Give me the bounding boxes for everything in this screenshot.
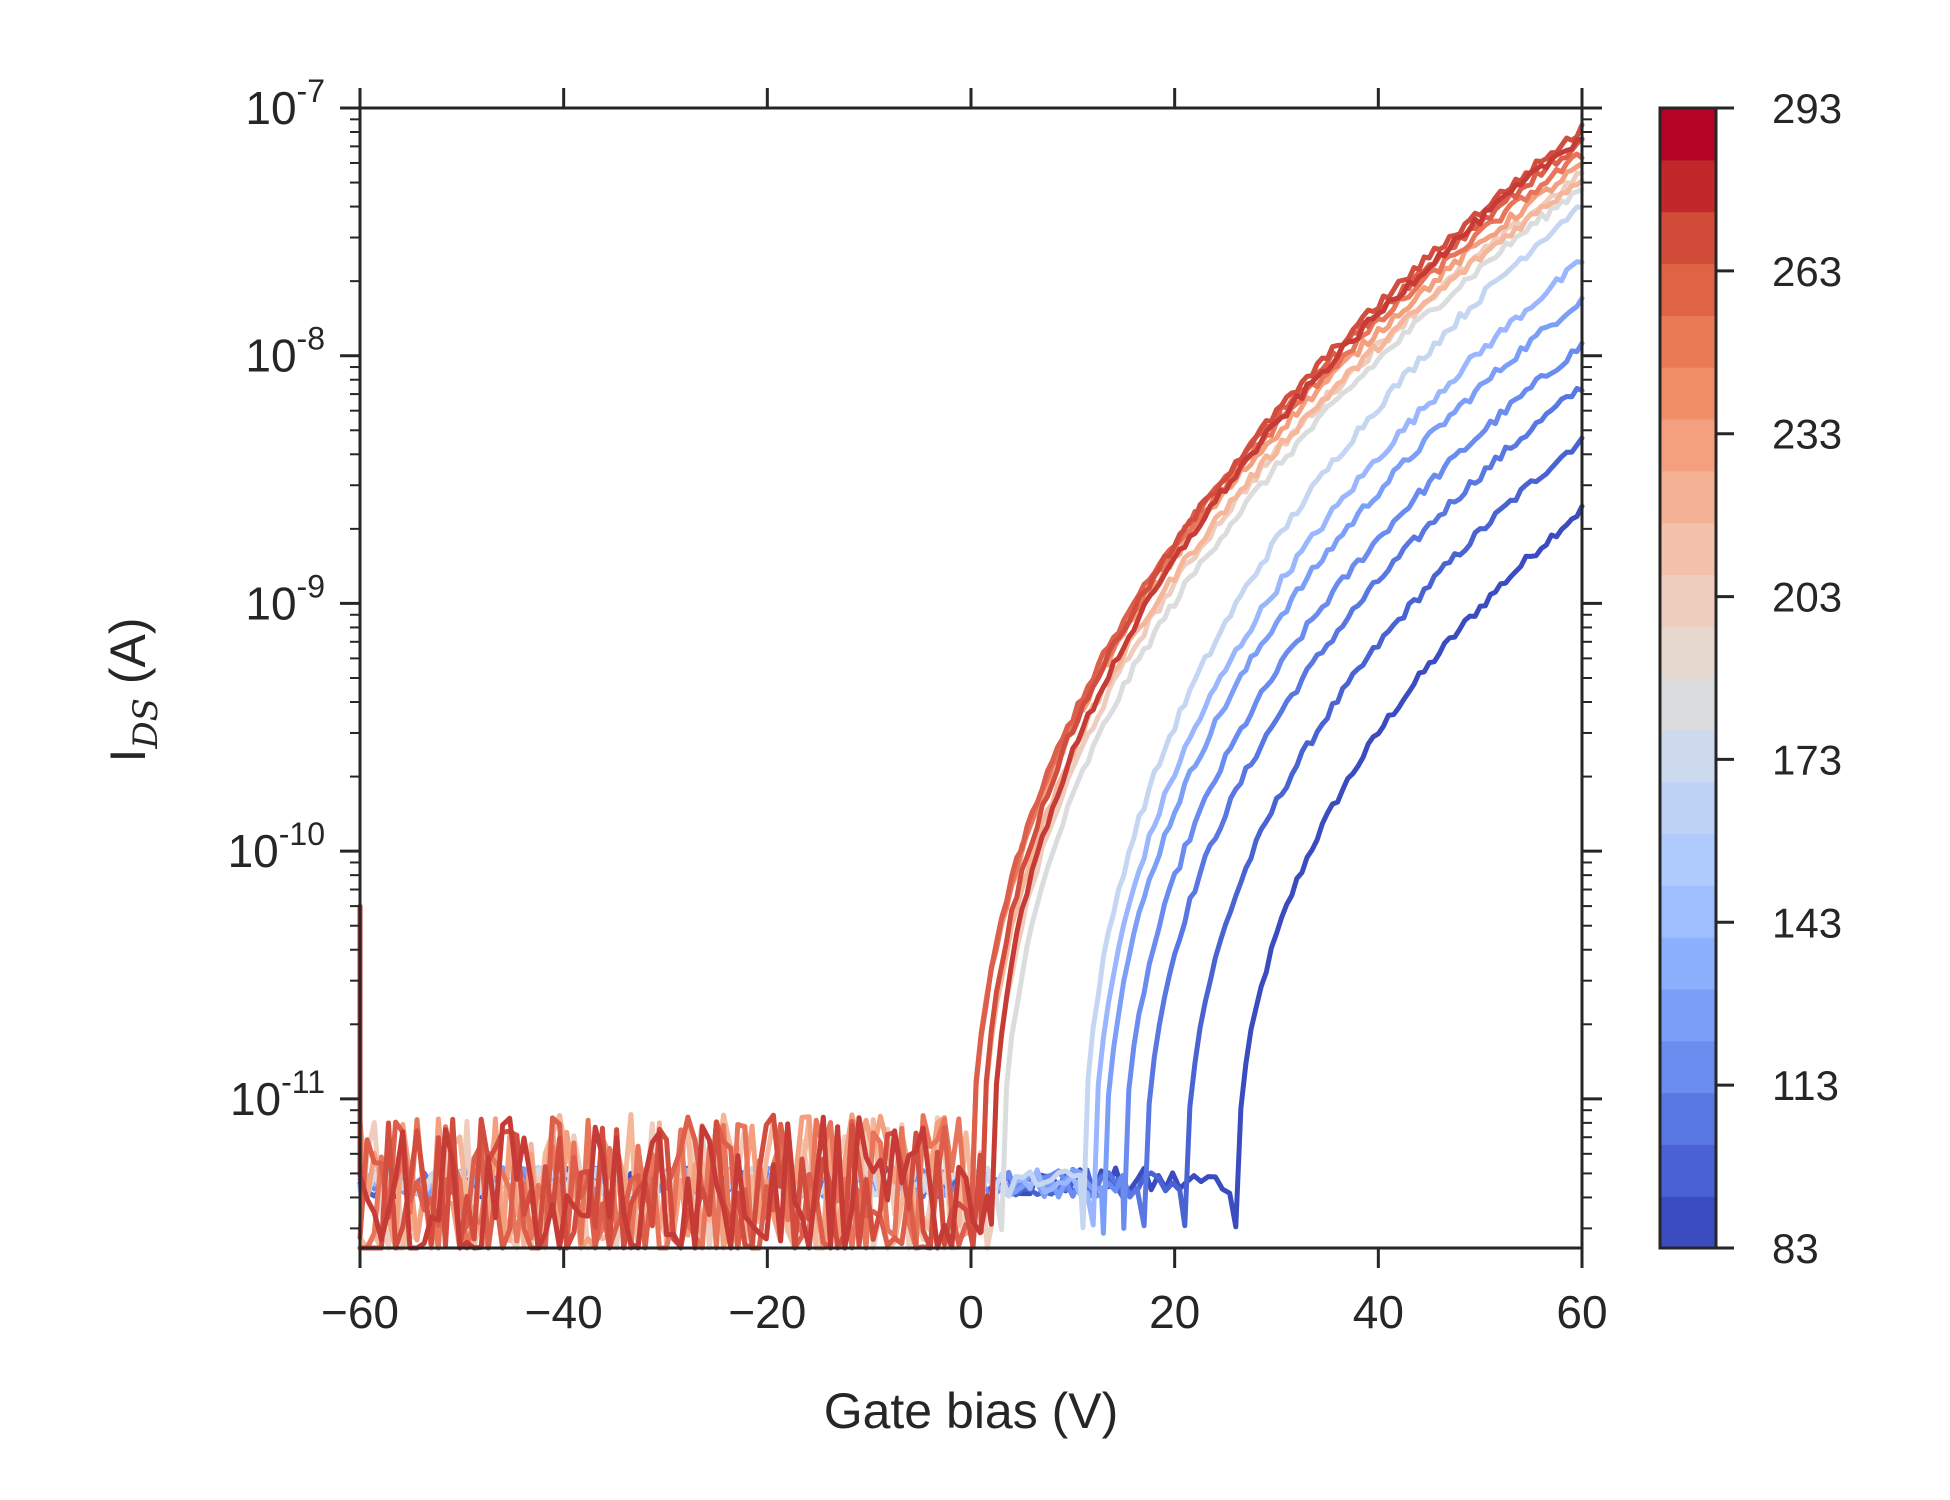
y-axis-label-sub: DS bbox=[126, 698, 166, 750]
y-tick-label: 10-8 bbox=[245, 321, 325, 382]
colorbar-band bbox=[1660, 522, 1716, 575]
x-tick-label: 20 bbox=[1149, 1286, 1200, 1338]
colorbar-band bbox=[1660, 781, 1716, 835]
colorbar-band bbox=[1660, 574, 1716, 627]
colorbar: 83 113 143 173 203 233 263 293 bbox=[1658, 85, 1842, 1272]
series-line-158 bbox=[357, 259, 1585, 1228]
colorbar-tick-label: 143 bbox=[1772, 899, 1842, 946]
colorbar-tick-label: 173 bbox=[1772, 736, 1842, 783]
series-line-263 bbox=[357, 136, 1585, 1251]
x-axis-label: Gate bias (V) bbox=[824, 1383, 1119, 1439]
colorbar-band bbox=[1660, 678, 1716, 731]
series-line-188 bbox=[357, 186, 1585, 1233]
colorbar-band bbox=[1660, 315, 1716, 368]
colorbar-band bbox=[1660, 833, 1716, 886]
colorbar-tick-label: 113 bbox=[1772, 1062, 1839, 1109]
colorbar-band bbox=[1660, 937, 1716, 990]
x-tick-label: 40 bbox=[1353, 1286, 1404, 1338]
y-axis-label: IDS (A) bbox=[100, 617, 166, 762]
y-axis-label-unit: (A) bbox=[100, 617, 156, 698]
colorbar-tick-label: 83 bbox=[1772, 1225, 1819, 1272]
y-tick-label: 10-7 bbox=[245, 73, 325, 134]
x-tick-label: −20 bbox=[728, 1286, 806, 1338]
y-tick-label: 10-9 bbox=[245, 568, 325, 629]
colorbar-tick-label: 293 bbox=[1772, 85, 1842, 132]
y-axis-label-main: I bbox=[100, 749, 156, 763]
colorbar-band bbox=[1660, 729, 1716, 783]
colorbar-band bbox=[1660, 1196, 1716, 1249]
colorbar-band bbox=[1660, 1092, 1716, 1145]
series-line-173 bbox=[357, 204, 1585, 1231]
colorbar-band bbox=[1660, 263, 1716, 316]
colorbar-band bbox=[1660, 159, 1716, 213]
x-tick-label: −40 bbox=[525, 1286, 603, 1338]
colorbar-band bbox=[1660, 418, 1716, 472]
colorbar-band bbox=[1660, 367, 1716, 420]
series-line-293 bbox=[357, 137, 1585, 1251]
data-series-group bbox=[357, 122, 1585, 1251]
series-line-143 bbox=[357, 295, 1585, 1236]
colorbar-band bbox=[1660, 211, 1716, 265]
colorbar-band bbox=[1660, 1040, 1716, 1094]
series-line-128 bbox=[357, 340, 1585, 1231]
y-tick-label: 10-10 bbox=[228, 816, 325, 877]
colorbar-band bbox=[1660, 470, 1716, 524]
colorbar-band bbox=[1660, 626, 1716, 679]
series-line-83 bbox=[357, 503, 1585, 1230]
x-tick-label: 60 bbox=[1556, 1286, 1607, 1338]
x-tick-label: 0 bbox=[958, 1286, 984, 1338]
colorbar-band bbox=[1660, 885, 1716, 938]
colorbar-tick-label: 263 bbox=[1772, 248, 1842, 295]
y-tick-label: 10-11 bbox=[230, 1064, 325, 1125]
colorbar-band bbox=[1660, 988, 1716, 1042]
colorbar-tick-label: 203 bbox=[1772, 574, 1842, 621]
colorbar-frame bbox=[1658, 106, 1718, 1250]
series-line-218 bbox=[357, 178, 1585, 1251]
x-tick-label: −60 bbox=[321, 1286, 399, 1338]
colorbar-band bbox=[1660, 108, 1716, 161]
colorbar-band bbox=[1660, 1144, 1716, 1197]
y-axis: 10-7 10-8 10-9 10-10 10-11 bbox=[228, 73, 1602, 1230]
x-axis: −60 −40 −20 0 20 40 60 bbox=[321, 88, 1608, 1338]
colorbar-tick-label: 233 bbox=[1772, 411, 1842, 458]
